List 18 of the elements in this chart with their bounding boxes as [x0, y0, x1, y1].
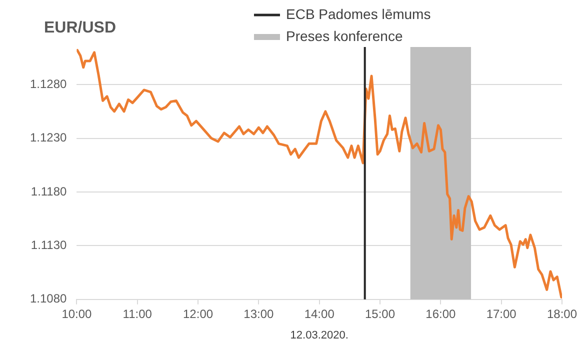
- chart-title: EUR/USD: [44, 19, 116, 36]
- x-tick-label: 16:00: [426, 306, 456, 321]
- x-tick-label: 12:00: [183, 306, 214, 321]
- x-tick-label: 15:00: [365, 306, 396, 321]
- y-tick-label: 1.1230: [30, 130, 68, 145]
- x-axis-title: 12.03.2020.: [290, 329, 348, 342]
- y-tick-label: 1.1080: [30, 292, 68, 306]
- ref-line-label: ECB Padomes lēmums: [286, 6, 431, 22]
- x-tick-label: 14:00: [304, 306, 335, 321]
- y-tick-label: 1.1180: [30, 184, 68, 198]
- x-tick-label: 10:00: [62, 306, 92, 321]
- y-tick-label: 1.1130: [30, 238, 68, 252]
- y-tick-label: 1.1280: [30, 76, 68, 91]
- x-tick-label: 11:00: [122, 306, 152, 321]
- x-tick-label: 13:00: [244, 306, 274, 321]
- x-tick-label: 18:00: [546, 306, 578, 321]
- band-label: Preses konference: [286, 28, 403, 44]
- x-tick-label: 17:00: [486, 306, 517, 321]
